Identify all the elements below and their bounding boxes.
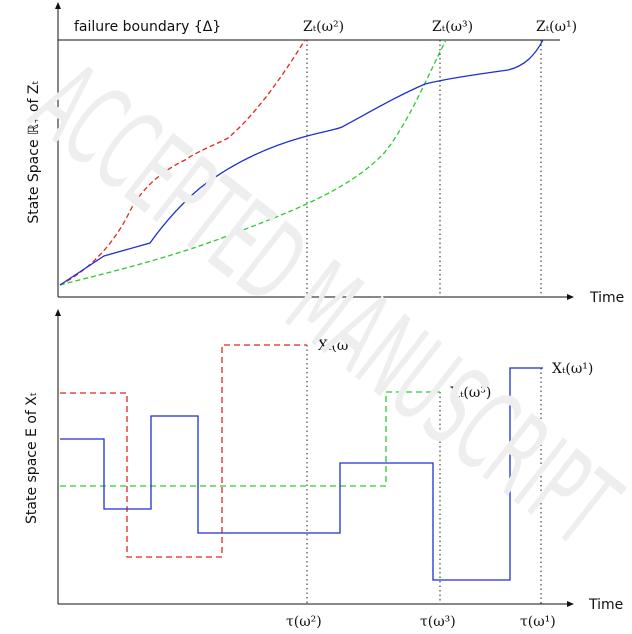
top-x-axis-label: Time [589,290,624,306]
z-label-omega3: Zₜ(ω³) [432,19,473,35]
z-curve-omega2 [59,39,306,286]
x-path-omega3 [60,391,440,487]
x-path-omega1 [60,367,543,581]
bottom-x-axis-arrowhead [567,601,574,607]
x-label-omega1: Xₜ(ω¹) [552,361,593,377]
tau-label-omega3: τ(ω³) [420,614,456,630]
top-x-axis-arrowhead [567,294,574,300]
bottom-x-axis-label: Time [588,597,623,613]
x-label-omega2: Xₜ(ω²) [318,338,359,354]
top-y-axis-arrowhead [55,2,61,9]
z-curve-omega3 [59,39,447,286]
x-label-omega3: Xₜ(ω³) [450,385,491,401]
top-y-axis-label: State Space ℝ₊ of Zₜ [26,80,42,223]
top-panel: failure boundary {Δ} State Space ℝ₊ of Z… [26,2,624,306]
x-path-omega2 [60,344,307,558]
z-label-omega2: Zₜ(ω²) [303,19,344,35]
bottom-panel: State space E of Xₜ Time Xₜ(ω²) Xₜ(ω³) X… [24,309,623,630]
z-label-omega1: Zₜ(ω¹) [536,19,577,35]
failure-boundary-label: failure boundary {Δ} [74,19,221,35]
tau-label-omega2: τ(ω²) [286,614,322,630]
bottom-y-axis-arrowhead [55,309,61,316]
z-curve-omega1 [59,39,544,286]
bottom-y-axis-label: State space E of Xₜ [24,392,40,524]
tau-label-omega1: τ(ω¹) [520,614,556,630]
